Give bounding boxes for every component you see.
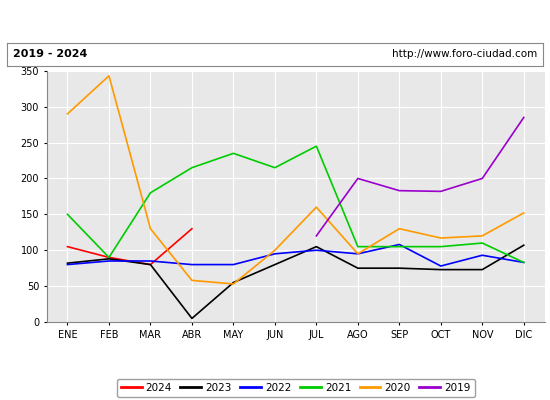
Legend: 2024, 2023, 2022, 2021, 2020, 2019: 2024, 2023, 2022, 2021, 2020, 2019	[117, 379, 475, 397]
Text: Evolucion Nº Turistas Nacionales en el municipio de Llanera de Ranes: Evolucion Nº Turistas Nacionales en el m…	[31, 14, 519, 28]
Text: http://www.foro-ciudad.com: http://www.foro-ciudad.com	[392, 49, 537, 59]
Text: 2019 - 2024: 2019 - 2024	[13, 49, 87, 59]
